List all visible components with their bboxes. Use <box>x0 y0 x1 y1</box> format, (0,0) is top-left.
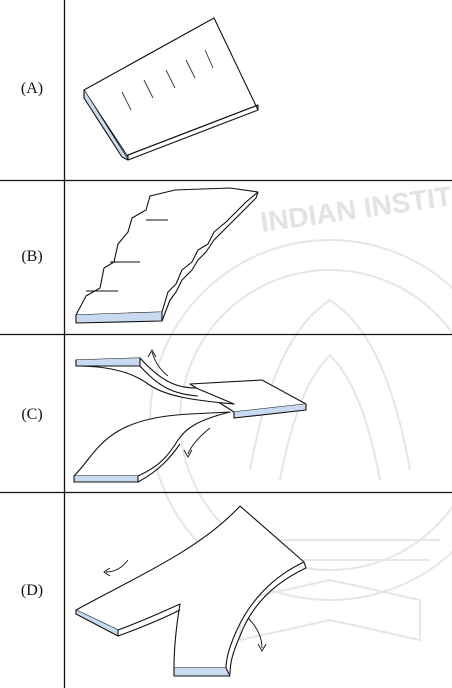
row-label-c: (C) <box>21 406 43 423</box>
row-label-b: (B) <box>21 248 43 265</box>
row-label-d: (D) <box>20 582 44 599</box>
row-label-a: (A) <box>20 80 44 97</box>
